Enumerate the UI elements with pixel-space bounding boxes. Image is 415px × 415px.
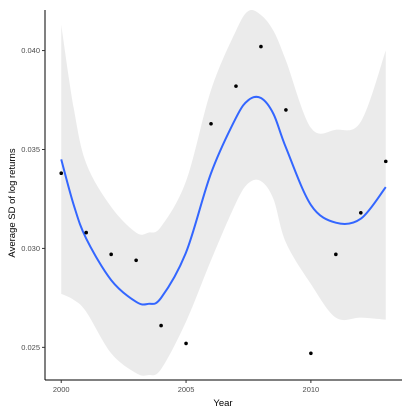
x-axis-title: Year [213,398,232,409]
data-point [159,323,163,328]
smooth-line-layer [60,95,387,306]
x-tick-label: 2005 [178,385,195,394]
x-tick-label: 2010 [303,385,320,394]
data-points-layer [59,44,388,356]
data-point [284,108,288,112]
data-point [209,121,213,126]
data-point [59,171,64,176]
data-point [309,351,313,356]
y-tick-label: 0.040 [21,46,40,55]
data-point [383,159,388,164]
smooth-line [60,95,387,306]
confidence-band-layer [61,10,386,376]
y-tick-label: 0.025 [21,343,40,352]
data-point [109,252,113,257]
y-tick-label: 0.035 [21,145,40,154]
confidence-band [61,10,386,376]
data-point [84,230,88,235]
data-point [334,252,338,257]
y-tick-label: 0.030 [21,244,40,253]
data-point [259,44,263,49]
x-tick-label: 2000 [53,385,70,394]
data-point [134,258,138,263]
data-point [234,84,238,88]
data-point [184,341,188,346]
y-axis-title: Average SD of log returns [7,148,18,257]
axes-layer: 2000 2005 2010 0.025 0.030 0.035 0.040 [21,10,402,394]
data-point [359,211,363,215]
